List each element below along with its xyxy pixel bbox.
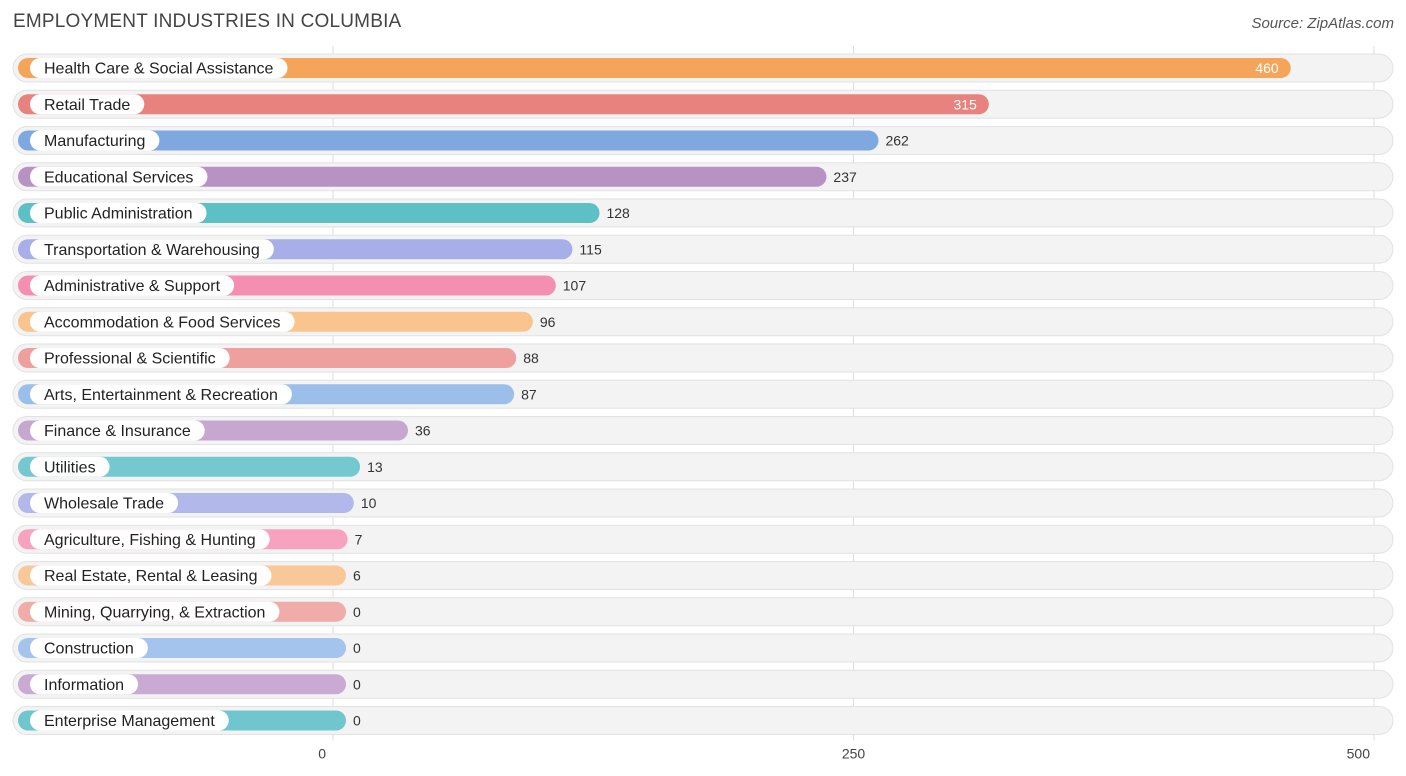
category-pill (30, 674, 139, 695)
value-label: 0 (353, 713, 361, 729)
bar-row: Transportation & Warehousing 115 (12, 234, 1394, 264)
category-pill (30, 275, 235, 296)
bar-row: Mining, Quarrying, & Extraction 0 (12, 597, 1394, 627)
category-pill (30, 601, 280, 622)
category-label: Wholesale Trade (44, 496, 164, 513)
bar-row: Administrative & Support 107 (12, 271, 1394, 300)
x-axis: 0 250 500 (318, 746, 1370, 762)
value-label: 315 (953, 96, 977, 112)
bar-row: Enterprise Management 0 (12, 706, 1394, 735)
category-label: Arts, Entertainment & Recreation (44, 387, 278, 404)
bar-track (12, 561, 1394, 590)
value-label: 115 (579, 241, 602, 257)
value-label: 0 (353, 640, 361, 656)
category-label: Agriculture, Fishing & Hunting (44, 532, 256, 549)
source-attribution: Source: ZipAtlas.com (1251, 15, 1394, 32)
bar-track (12, 488, 1394, 518)
bar-track (12, 597, 1394, 627)
category-pill (30, 456, 110, 477)
value-label: 460 (1255, 60, 1279, 76)
category-pill (30, 529, 270, 550)
bar-rows: Health Care & Social Assistance 460 Retail… (12, 53, 1394, 735)
category-pill (30, 94, 145, 115)
category-pill (30, 710, 229, 731)
value-label: 0 (353, 604, 361, 620)
bar-row: Finance & Insurance 36 (12, 416, 1394, 445)
category-label: Manufacturing (44, 133, 145, 150)
bar-row: Accommodation & Food Services 96 (12, 307, 1394, 337)
bar-row: Professional & Scientific 88 (12, 343, 1394, 373)
bar-row: Health Care & Social Assistance 460 (12, 53, 1394, 83)
category-label: Administrative & Support (44, 278, 221, 295)
category-label: Construction (44, 641, 134, 658)
bar (18, 166, 827, 187)
category-pill (30, 203, 207, 223)
value-label: 10 (361, 495, 377, 511)
bar-track (12, 706, 1394, 735)
category-label: Professional & Scientific (44, 351, 216, 368)
value-label: 262 (885, 133, 909, 149)
category-pill (30, 239, 274, 260)
value-label: 87 (521, 386, 537, 402)
category-pill (30, 166, 208, 187)
value-label: 13 (367, 459, 383, 475)
chart-title: EMPLOYMENT INDUSTRIES IN COLUMBIA (13, 11, 402, 32)
bar-track (12, 452, 1394, 482)
value-label: 6 (353, 568, 361, 584)
category-label: Educational Services (44, 169, 193, 186)
bar-row: Agriculture, Fishing & Hunting 7 (12, 524, 1394, 554)
category-label: Information (44, 677, 124, 694)
value-label: 7 (355, 531, 363, 547)
bar-row: Public Administration 128 (12, 198, 1394, 228)
value-label: 107 (563, 278, 587, 294)
value-label: 128 (606, 205, 630, 221)
bar (18, 94, 989, 115)
bar (18, 130, 879, 151)
category-label: Finance & Insurance (44, 423, 191, 440)
bar-track (12, 524, 1394, 554)
bar-track (12, 669, 1394, 699)
category-pill (30, 638, 148, 658)
category-pill (30, 58, 288, 78)
bar (18, 58, 1291, 78)
bar-row: Educational Services 237 (12, 162, 1394, 192)
category-pill (30, 130, 160, 151)
category-label: Health Care & Social Assistance (44, 61, 274, 78)
bar-track (12, 633, 1394, 663)
category-label: Mining, Quarrying, & Extraction (44, 604, 265, 621)
category-pill (30, 420, 205, 441)
bar-row: Manufacturing 262 (12, 126, 1394, 155)
category-label: Accommodation & Food Services (44, 314, 281, 331)
bar-row: Retail Trade 315 (12, 89, 1394, 119)
bar-row: Real Estate, Rental & Leasing 6 (12, 561, 1394, 590)
x-tick-label: 500 (1347, 746, 1371, 762)
category-pill (30, 348, 230, 368)
category-label: Real Estate, Rental & Leasing (44, 568, 257, 585)
value-label: 96 (540, 314, 556, 330)
category-label: Retail Trade (44, 97, 130, 114)
value-label: 36 (415, 423, 431, 439)
category-pill (30, 311, 295, 332)
value-label: 0 (353, 676, 361, 692)
bar-row: Wholesale Trade 10 (12, 488, 1394, 518)
category-label: Enterprise Management (44, 713, 215, 730)
x-tick-label: 0 (318, 746, 326, 762)
category-pill (30, 493, 179, 513)
category-label: Transportation & Warehousing (44, 242, 260, 259)
bar-row: Construction 0 (12, 633, 1394, 663)
bar-row: Arts, Entertainment & Recreation 87 (12, 379, 1394, 409)
category-pill (30, 384, 292, 405)
bar-row: Information 0 (12, 669, 1394, 699)
category-label: Public Administration (44, 206, 193, 223)
category-label: Utilities (44, 459, 96, 476)
value-label: 237 (833, 169, 857, 185)
category-pill (30, 565, 272, 586)
x-tick-label: 250 (842, 746, 866, 762)
bar-row: Utilities 13 (12, 452, 1394, 482)
value-label: 88 (523, 350, 539, 366)
